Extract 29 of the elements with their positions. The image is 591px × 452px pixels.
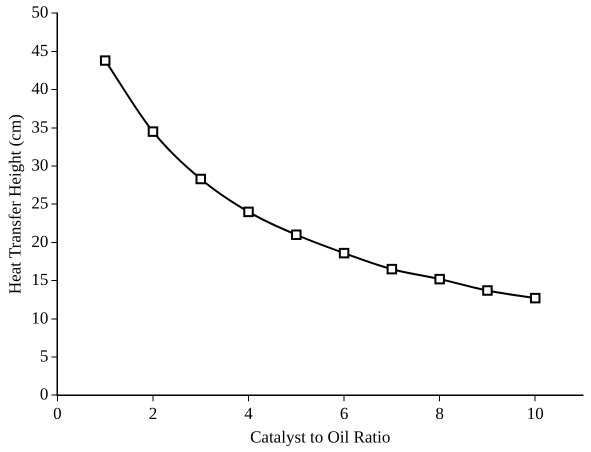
point xyxy=(291,230,302,240)
x-tick-label: 0 xyxy=(53,404,62,423)
point xyxy=(148,126,158,137)
x-axis-title: Catalyst to Oil Ratio xyxy=(250,427,390,446)
point xyxy=(482,285,493,296)
y-tick-label: 25 xyxy=(31,194,48,213)
point xyxy=(100,55,110,66)
point xyxy=(196,174,206,184)
y-tick-label: 0 xyxy=(40,384,48,404)
x-tick-label: 2 xyxy=(148,404,158,423)
y-tick-label: 45 xyxy=(31,40,48,60)
point xyxy=(338,248,350,258)
x-tick-label: 6 xyxy=(340,404,348,423)
y-tick-label: 20 xyxy=(31,232,48,251)
y-axis-title: Heat Transfer Height (cm) xyxy=(6,114,25,294)
x-tick-label: 8 xyxy=(435,404,444,423)
y-tick-label: 40 xyxy=(31,79,48,98)
y-tick-label: 15 xyxy=(31,270,48,290)
x-tick-label: 4 xyxy=(244,404,254,423)
y-tick-label: 35 xyxy=(31,117,48,136)
point xyxy=(386,264,398,274)
x-tick-label: 10 xyxy=(526,404,544,423)
point xyxy=(243,206,254,218)
y-tick-label: 10 xyxy=(31,308,48,328)
point xyxy=(434,274,445,284)
y-tick-label: 5 xyxy=(40,346,48,366)
y-tick-label: 30 xyxy=(31,155,48,174)
y-tick-label: 50 xyxy=(31,2,48,22)
point xyxy=(530,292,540,304)
